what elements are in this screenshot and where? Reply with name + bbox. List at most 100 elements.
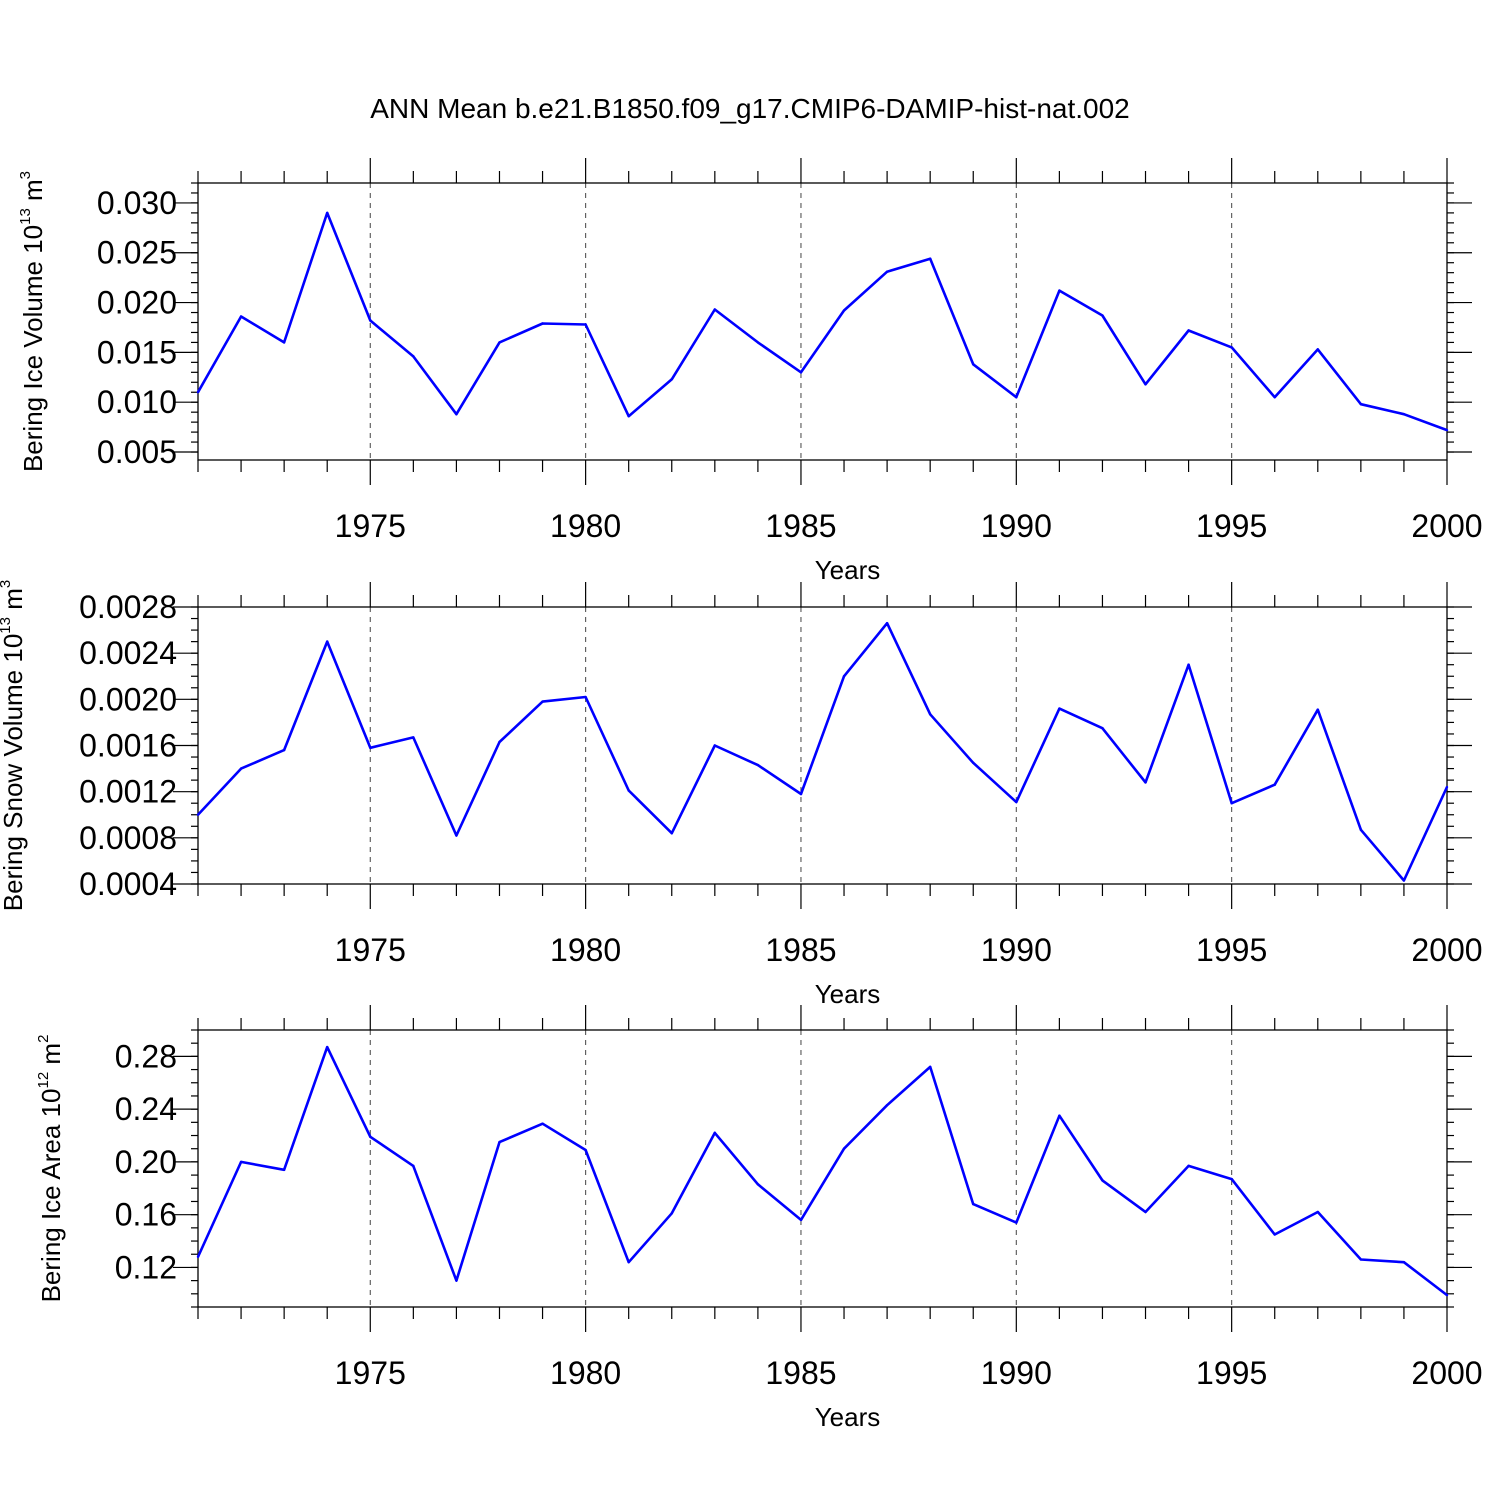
y-tick-label: 0.0024 <box>79 635 177 671</box>
chart-panels: 1975 1980 1985 1990 1995 2000 0.005 0.010 0.015 0… <box>0 158 1483 1432</box>
y-tick-label: 0.0012 <box>79 774 177 810</box>
data-point <box>584 323 587 326</box>
data-point <box>1101 1179 1104 1182</box>
data-point <box>799 792 803 796</box>
x-tick-label: 1980 <box>550 932 621 968</box>
x-tick-label: 1975 <box>335 1355 406 1391</box>
y-tick-label: 0.025 <box>97 235 177 271</box>
chart-panel-1: 1975 1980 1985 1990 1995 2000 0.005 0.010 0.015 0… <box>17 158 1483 585</box>
data-point <box>369 319 372 322</box>
data-point <box>928 713 932 716</box>
y-axis-title-ylabel-exp: 13 <box>17 208 34 225</box>
plot-frame <box>197 1029 1448 1308</box>
y-axis-title: Bering Snow Volume 1013 m3 <box>0 580 28 911</box>
data-point <box>282 341 286 344</box>
y-tick-label: 0.24 <box>115 1091 177 1127</box>
y-tick-label: 0.28 <box>115 1038 177 1074</box>
data-point <box>498 341 501 344</box>
x-axis-title: Years <box>815 555 881 585</box>
chart-panel-3: 1975 1980 1985 1990 1995 2000 0.12 0.16 0.20 0.24… <box>35 1005 1483 1432</box>
y-axis-title-ylabel-exp: 12 <box>35 1072 52 1089</box>
data-point <box>1015 396 1018 399</box>
data-point <box>498 1140 501 1144</box>
data-point <box>799 371 803 374</box>
data-point <box>627 414 630 418</box>
x-tick-label: 1990 <box>981 1355 1052 1391</box>
chart-panel-2: 1975 1980 1985 1990 1995 2000 0.0004 0.0008 0.00… <box>0 580 1483 1009</box>
data-point <box>1058 289 1061 292</box>
data-point <box>541 1122 544 1125</box>
data-point <box>282 748 286 752</box>
x-tick-label: 1980 <box>550 1355 621 1391</box>
x-tick-label: 1975 <box>335 932 406 968</box>
data-point <box>326 211 329 215</box>
data-point <box>670 1212 673 1215</box>
data-point <box>1230 1177 1233 1181</box>
data-point <box>239 315 243 318</box>
data-point <box>1316 708 1319 711</box>
data-point <box>1316 1210 1319 1214</box>
data-point <box>928 1065 932 1069</box>
x-tick-label: 2000 <box>1411 1355 1482 1391</box>
data-point <box>282 1168 286 1172</box>
data-point <box>885 621 889 625</box>
data-point <box>1316 348 1319 351</box>
y-axis-title-ylabel-unit: m <box>18 179 48 208</box>
data-point <box>455 412 458 416</box>
data-point <box>412 736 415 739</box>
data-point <box>713 1131 717 1135</box>
x-tick-label: 1975 <box>335 508 406 544</box>
data-point <box>1101 726 1104 730</box>
data-point <box>972 761 975 765</box>
x-tick-label: 1990 <box>981 932 1052 968</box>
y-tick-label: 0.12 <box>115 1249 177 1285</box>
data-point <box>670 378 673 381</box>
x-tick-label: 1995 <box>1196 932 1267 968</box>
data-point <box>1058 707 1061 710</box>
y-tick-label: 0.0028 <box>79 589 177 625</box>
data-point <box>196 1255 200 1259</box>
data-point <box>1445 785 1449 789</box>
data-point <box>1230 802 1233 805</box>
data-point <box>1445 428 1449 432</box>
data-point <box>584 1148 587 1152</box>
data-point <box>455 1279 458 1282</box>
data-point <box>627 1260 630 1264</box>
data-point <box>239 1160 243 1164</box>
y-tick-label: 0.20 <box>115 1144 177 1180</box>
y-axis-title-ylabel-unit-exp: 3 <box>0 580 14 588</box>
data-point <box>842 1147 846 1150</box>
data-point <box>326 1045 329 1049</box>
data-point <box>756 341 760 344</box>
y-tick-label: 0.0016 <box>79 728 177 764</box>
y-tick-label: 0.030 <box>97 185 177 221</box>
series-line <box>197 621 1449 882</box>
data-point <box>713 744 717 747</box>
data-point <box>1015 1221 1018 1224</box>
data-point <box>972 363 975 366</box>
data-point <box>584 695 587 699</box>
data-point <box>412 1164 415 1168</box>
data-point <box>1187 663 1190 666</box>
data-point <box>369 746 372 750</box>
data-point <box>1359 1258 1363 1261</box>
y-tick-label: 0.010 <box>97 384 177 420</box>
data-point <box>1187 329 1190 332</box>
x-tick-label: 1990 <box>981 508 1052 544</box>
data-point <box>498 740 501 744</box>
data-point <box>1273 1233 1276 1236</box>
plot-frame <box>197 606 1448 885</box>
y-axis-title-ylabel: Bering Snow Volume 10 <box>0 634 28 912</box>
data-point <box>972 1202 975 1206</box>
data-point <box>1402 1260 1406 1264</box>
data-point <box>627 789 630 792</box>
data-point <box>1359 403 1363 406</box>
y-axis-title: Bering Ice Area 1012 m2 <box>35 1035 66 1303</box>
data-point <box>1230 346 1233 349</box>
x-tick-label: 1985 <box>765 932 836 968</box>
y-tick-label: 0.020 <box>97 285 177 321</box>
series-line <box>196 211 1448 432</box>
x-tick-label: 2000 <box>1411 932 1482 968</box>
x-tick-label: 1995 <box>1196 1355 1267 1391</box>
